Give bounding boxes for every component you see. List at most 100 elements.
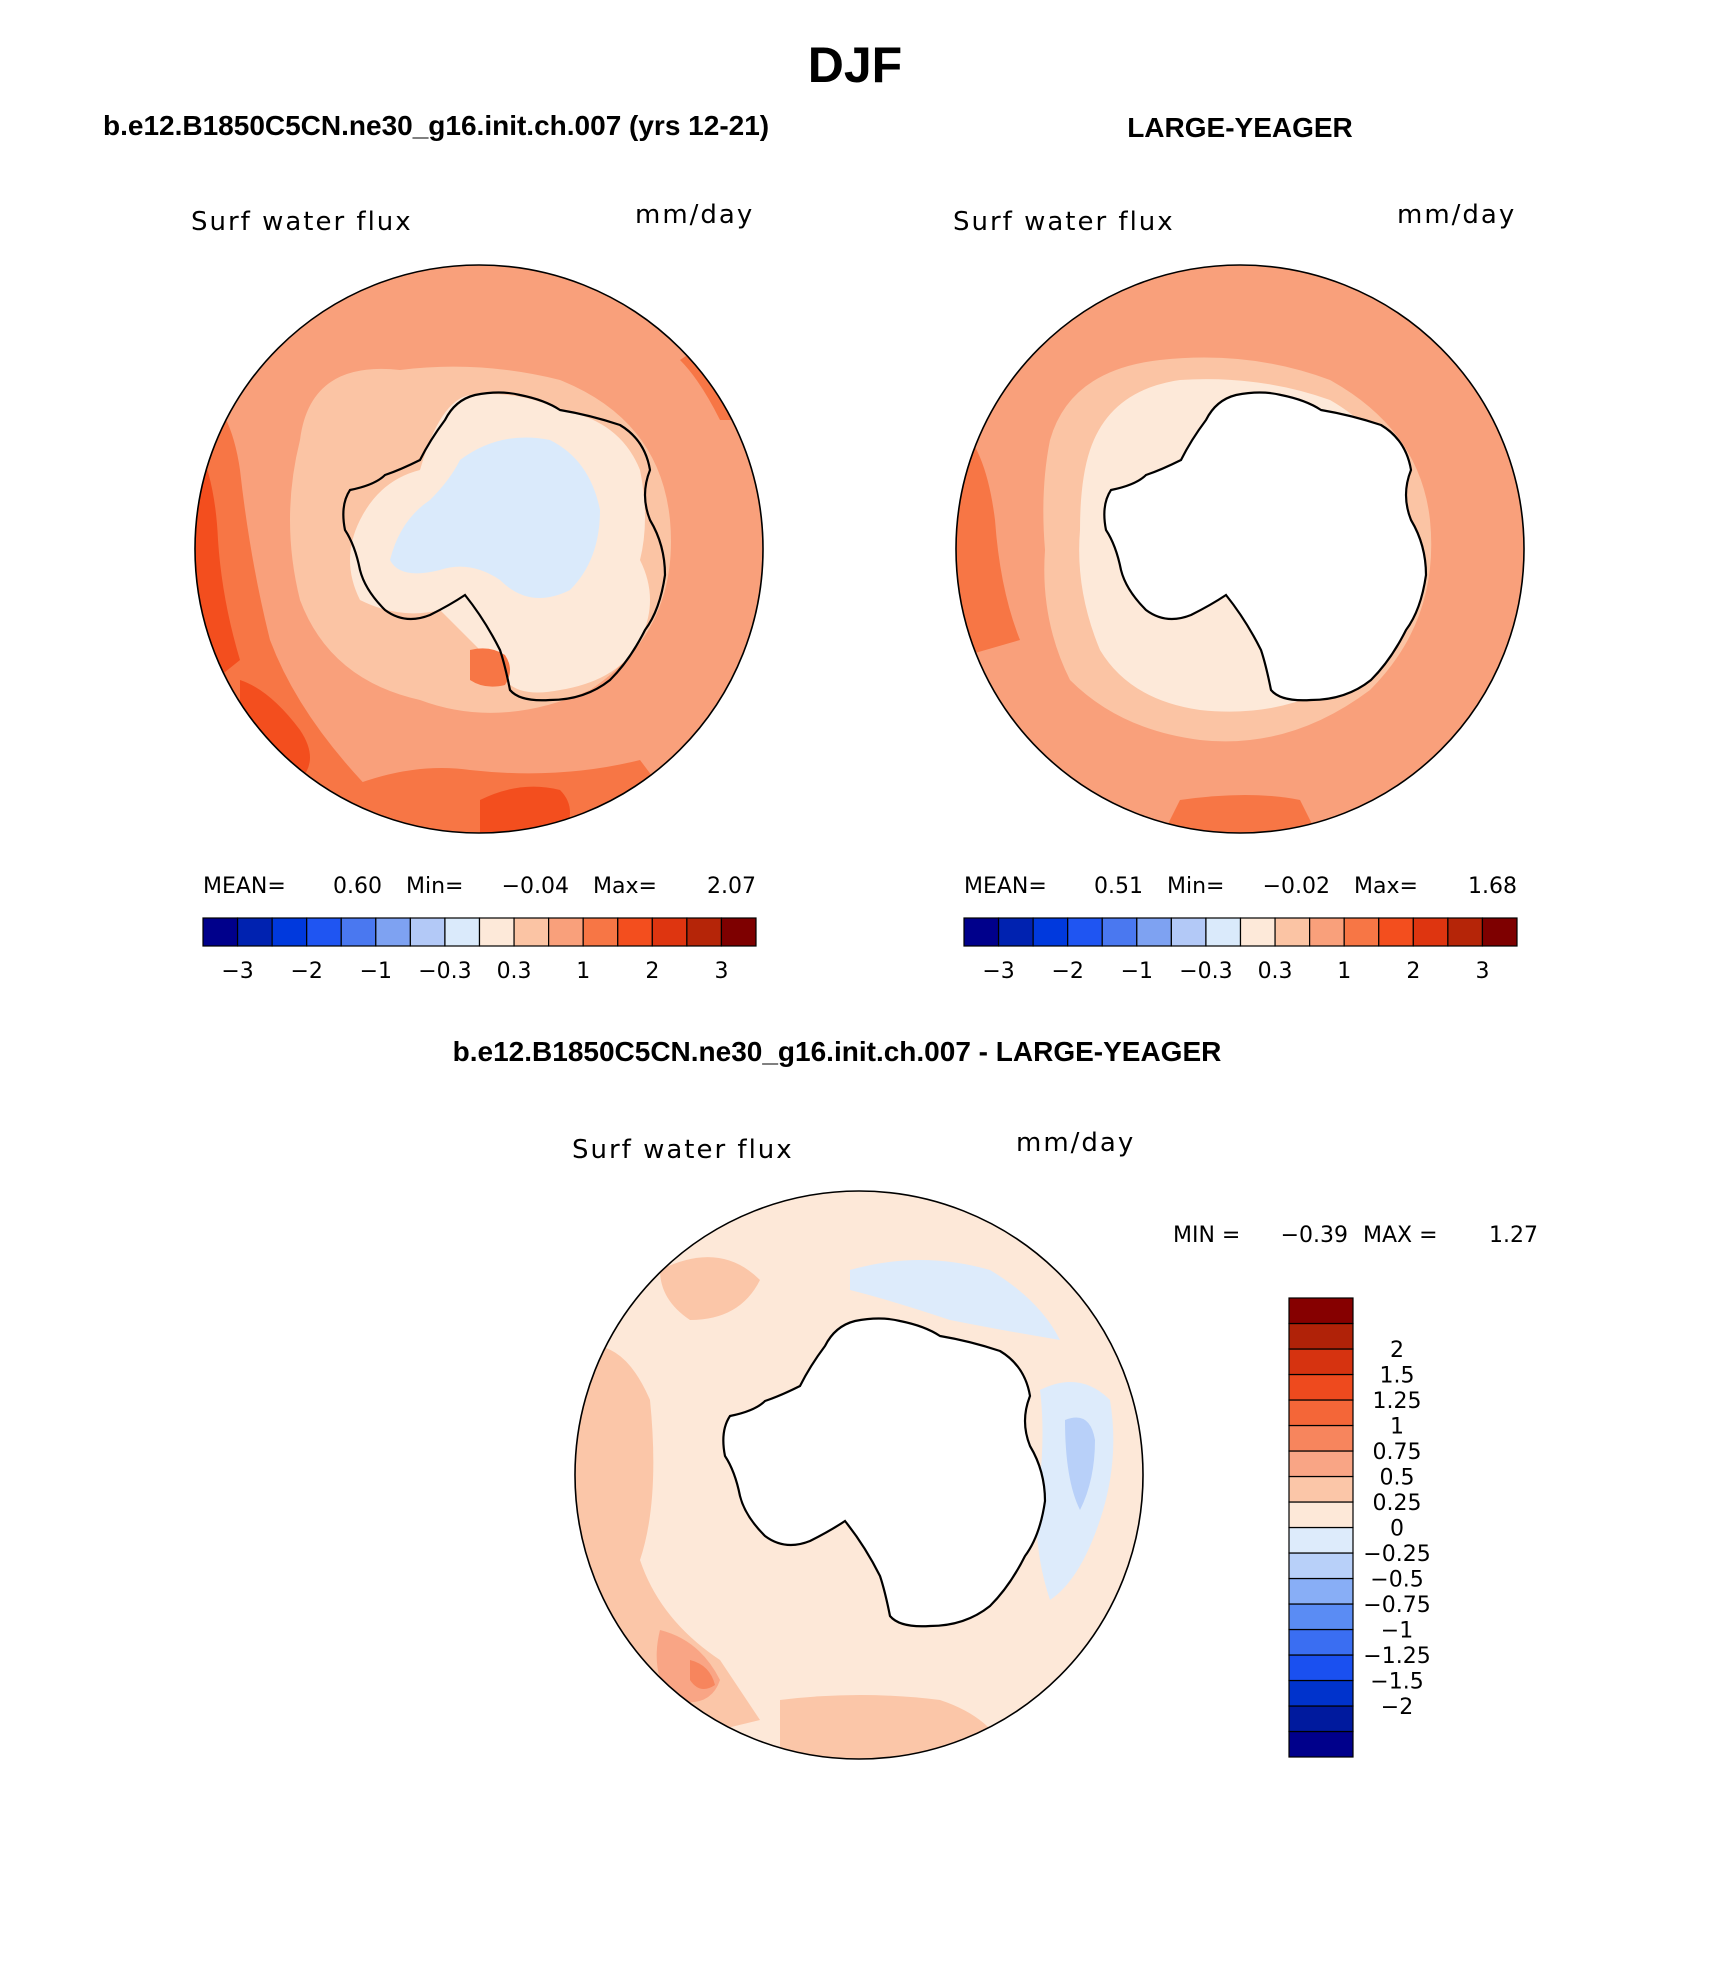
panel-0-region-interior-low — [390, 437, 600, 598]
panel-1-colorbar-swatch — [1274, 917, 1311, 947]
panel-1-map-border — [955, 264, 1525, 834]
panel-1-colorbar-swatch — [1309, 917, 1345, 947]
panel-0: b.e12.B1850C5CN.ne30_g16.init.ch.007 (yr… — [103, 110, 769, 984]
panel-0-colorbar-swatch — [720, 917, 757, 947]
panel-1-colorbar-tick-label: −0.3 — [1179, 959, 1232, 984]
panel-2-colorbar-swatch — [1288, 1322, 1354, 1350]
panel-0-colorbar-swatch — [306, 917, 342, 947]
panel-2-min-label: MIN = — [1173, 1223, 1240, 1248]
panel-2-colorbar-swatch — [1288, 1603, 1354, 1631]
panel-1-colorbar-tick-label: 0.3 — [1258, 959, 1293, 984]
panel-2-colorbar-swatch — [1288, 1424, 1354, 1452]
figure-title: DJF — [808, 37, 902, 93]
panel-0-mean-value: 0.60 — [333, 874, 382, 899]
panel-2-colorbar-swatch — [1288, 1297, 1354, 1325]
panel-1-colorbar-tick-label: 1 — [1337, 959, 1351, 984]
panel-1-colorbar-tick-label: −2 — [1051, 959, 1083, 984]
panel-1-map — [956, 265, 1524, 833]
panel-1-variable-label: Surf water flux — [953, 207, 1175, 237]
panel-0-colorbar-tick-label: −3 — [221, 959, 253, 984]
panel-0-colorbar-tick-label: 1 — [576, 959, 590, 984]
panel-1-title: LARGE-YEAGER — [1127, 112, 1353, 143]
panel-0-map — [195, 265, 763, 833]
panel-0-colorbar-swatch — [202, 917, 239, 947]
panel-0-colorbar-swatch — [236, 917, 273, 947]
panel-2-title: b.e12.B1850C5CN.ne30_g16.init.ch.007 - L… — [453, 1036, 1222, 1067]
panel-2-region-antarctica — [722, 1317, 1047, 1628]
panel-2-max-value: 1.27 — [1489, 1223, 1538, 1248]
panel-2-colorbar-tick-label: −1.5 — [1370, 1670, 1423, 1695]
panel-2-colorbar-swatch — [1288, 1730, 1354, 1758]
panel-0-colorbar-swatch — [340, 917, 377, 947]
panel-0-colorbar-tick-label: −2 — [290, 959, 322, 984]
panel-2-region-north-negative — [850, 1260, 1060, 1340]
panel-2-min-value: −0.39 — [1281, 1223, 1348, 1248]
panel-1-units-label: mm/day — [1397, 200, 1516, 230]
panel-2-colorbar-tick-label: −1.25 — [1363, 1644, 1430, 1669]
panel-0-colorbar: −3 −2 −1 −0.3 0.3 1 2 3 — [202, 917, 757, 984]
panel-1-mean-value: 0.51 — [1094, 874, 1143, 899]
panel-1-colorbar-swatch — [1205, 917, 1242, 947]
panel-2-colorbar-swatch — [1288, 1399, 1354, 1427]
panel-2-map-border — [574, 1190, 1144, 1760]
panel-2-colorbar-swatch — [1288, 1628, 1354, 1656]
panel-2-colorbar-swatch — [1288, 1552, 1354, 1580]
panel-2-colorbar-swatch — [1288, 1577, 1354, 1605]
panel-2-colorbar-swatch — [1288, 1705, 1354, 1733]
panel-2-max-label: MAX = — [1363, 1223, 1438, 1248]
panel-2-units-label: mm/day — [1016, 1128, 1135, 1158]
panel-1-colorbar-swatch — [1343, 917, 1380, 947]
panel-2-colorbar-swatch — [1288, 1679, 1354, 1707]
panel-1-colorbar-swatch — [1239, 917, 1276, 947]
panel-2-colorbar-tick-label: −2 — [1381, 1695, 1413, 1720]
panel-0-colorbar-swatch — [271, 917, 308, 947]
panel-0-mean-label: MEAN= — [203, 874, 286, 899]
panel-1-region-bottom-high — [1160, 795, 1320, 833]
panel-0-colorbar-tick-label: 2 — [645, 959, 659, 984]
panel-2-colorbar-swatch — [1288, 1348, 1354, 1376]
panel-1-colorbar-swatch — [997, 917, 1034, 947]
panel-0-title: b.e12.B1850C5CN.ne30_g16.init.ch.007 (yr… — [103, 110, 769, 141]
panel-2-variable-label: Surf water flux — [572, 1135, 794, 1165]
panel-2-colorbar-tick-label: 2 — [1390, 1338, 1404, 1363]
panel-2-region-east-negative-core — [1065, 1417, 1095, 1510]
panel-0-colorbar-tick-label: 0.3 — [497, 959, 532, 984]
panel-0-colorbar-swatch — [582, 917, 619, 947]
panel-0-colorbar-tick-label: −1 — [360, 959, 392, 984]
panel-0-colorbar-tick-label: 3 — [714, 959, 728, 984]
panel-2-map — [575, 1191, 1143, 1759]
panel-1-colorbar-swatch — [1447, 917, 1484, 947]
panel-1-colorbar: −3 −2 −1 −0.3 0.3 1 2 3 — [963, 917, 1518, 984]
panel-1-colorbar-swatch — [1378, 917, 1414, 947]
panel-0-max-label: Max= — [593, 874, 657, 899]
panel-1-colorbar-swatch — [1412, 917, 1449, 947]
panel-1-colorbar-swatch — [1067, 917, 1103, 947]
panel-0-variable-label: Surf water flux — [191, 207, 413, 237]
panel-2-colorbar-swatch — [1288, 1654, 1354, 1682]
panel-2: b.e12.B1850C5CN.ne30_g16.init.ch.007 - L… — [453, 1036, 1538, 1760]
panel-0-colorbar-swatch — [513, 917, 550, 947]
panel-0-colorbar-swatch — [444, 917, 481, 947]
panel-0-colorbar-tick-label: −0.3 — [418, 959, 471, 984]
panel-1-min-value: −0.02 — [1263, 874, 1330, 899]
panel-1-max-label: Max= — [1354, 874, 1418, 899]
panel-1-min-label: Min= — [1167, 874, 1224, 899]
panel-2-colorbar-tick-label: −0.25 — [1363, 1542, 1430, 1567]
panel-2-colorbar-tick-label: 0 — [1390, 1517, 1404, 1542]
panel-2-colorbar: 21.51.2510.750.50.250−0.25−0.5−0.75−1−1.… — [1288, 1297, 1431, 1758]
panel-0-colorbar-swatch — [617, 917, 653, 947]
panel-2-colorbar-tick-label: 1.5 — [1380, 1364, 1415, 1389]
panel-0-units-label: mm/day — [635, 200, 754, 230]
panel-2-colorbar-tick-label: −1 — [1381, 1619, 1413, 1644]
panel-1-region-antarctica — [1103, 391, 1428, 702]
panel-2-colorbar-tick-label: −0.75 — [1363, 1593, 1430, 1618]
panel-1-colorbar-tick-label: −1 — [1121, 959, 1153, 984]
panel-0-colorbar-swatch — [375, 917, 411, 947]
panel-0-colorbar-swatch — [548, 917, 584, 947]
panel-1-colorbar-swatch — [1481, 917, 1518, 947]
panel-2-colorbar-tick-label: 0.5 — [1380, 1466, 1415, 1491]
panel-1-max-value: 1.68 — [1468, 874, 1517, 899]
panel-1-colorbar-tick-label: 3 — [1475, 959, 1489, 984]
panel-0-min-value: −0.04 — [502, 874, 569, 899]
